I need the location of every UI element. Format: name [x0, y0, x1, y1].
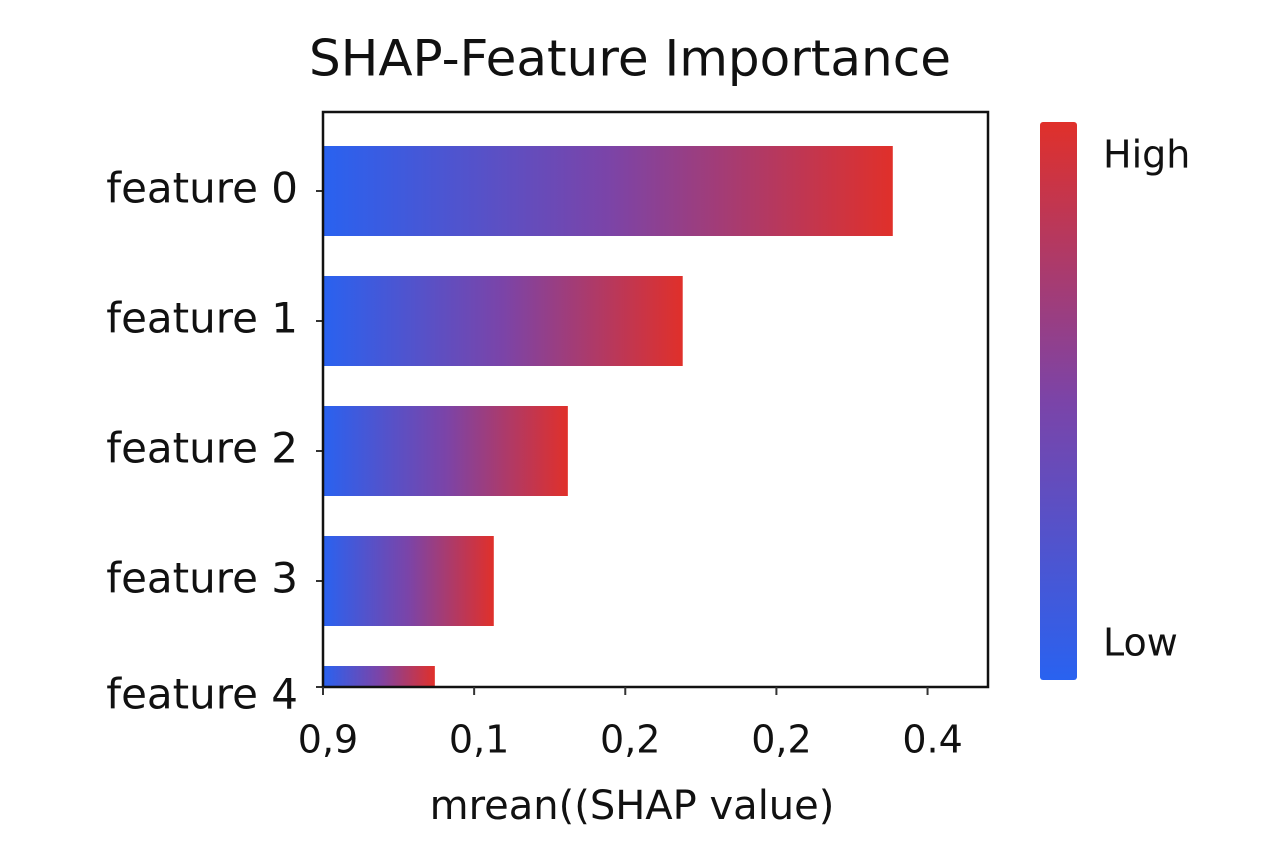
- x-tick-label: 0.4: [902, 718, 962, 762]
- x-axis-label: mrean((SHAP value): [430, 783, 835, 829]
- y-tick-label: feature 3: [106, 554, 298, 603]
- x-tick-label: 0,9: [298, 718, 358, 762]
- x-tick-label: 0,2: [600, 718, 660, 762]
- colorbar-high-label: High: [1103, 133, 1190, 177]
- bar: [323, 146, 893, 236]
- colorbar: [1040, 122, 1077, 680]
- bars: [323, 146, 893, 687]
- bar: [323, 536, 494, 626]
- bar: [323, 666, 435, 687]
- chart-title: SHAP-Feature Importance: [309, 30, 951, 88]
- bar: [323, 406, 568, 496]
- bar: [323, 276, 683, 366]
- plot-frame: [321, 110, 990, 689]
- y-tick-label: feature 1: [106, 294, 298, 343]
- colorbar-low-label: Low: [1103, 621, 1178, 665]
- y-tick-label: feature 4: [106, 670, 298, 719]
- y-tick-label: feature 0: [106, 164, 298, 213]
- x-tick-label: 0,1: [449, 718, 509, 762]
- x-tick-label: 0,2: [751, 718, 811, 762]
- y-tick-label: feature 2: [106, 424, 298, 473]
